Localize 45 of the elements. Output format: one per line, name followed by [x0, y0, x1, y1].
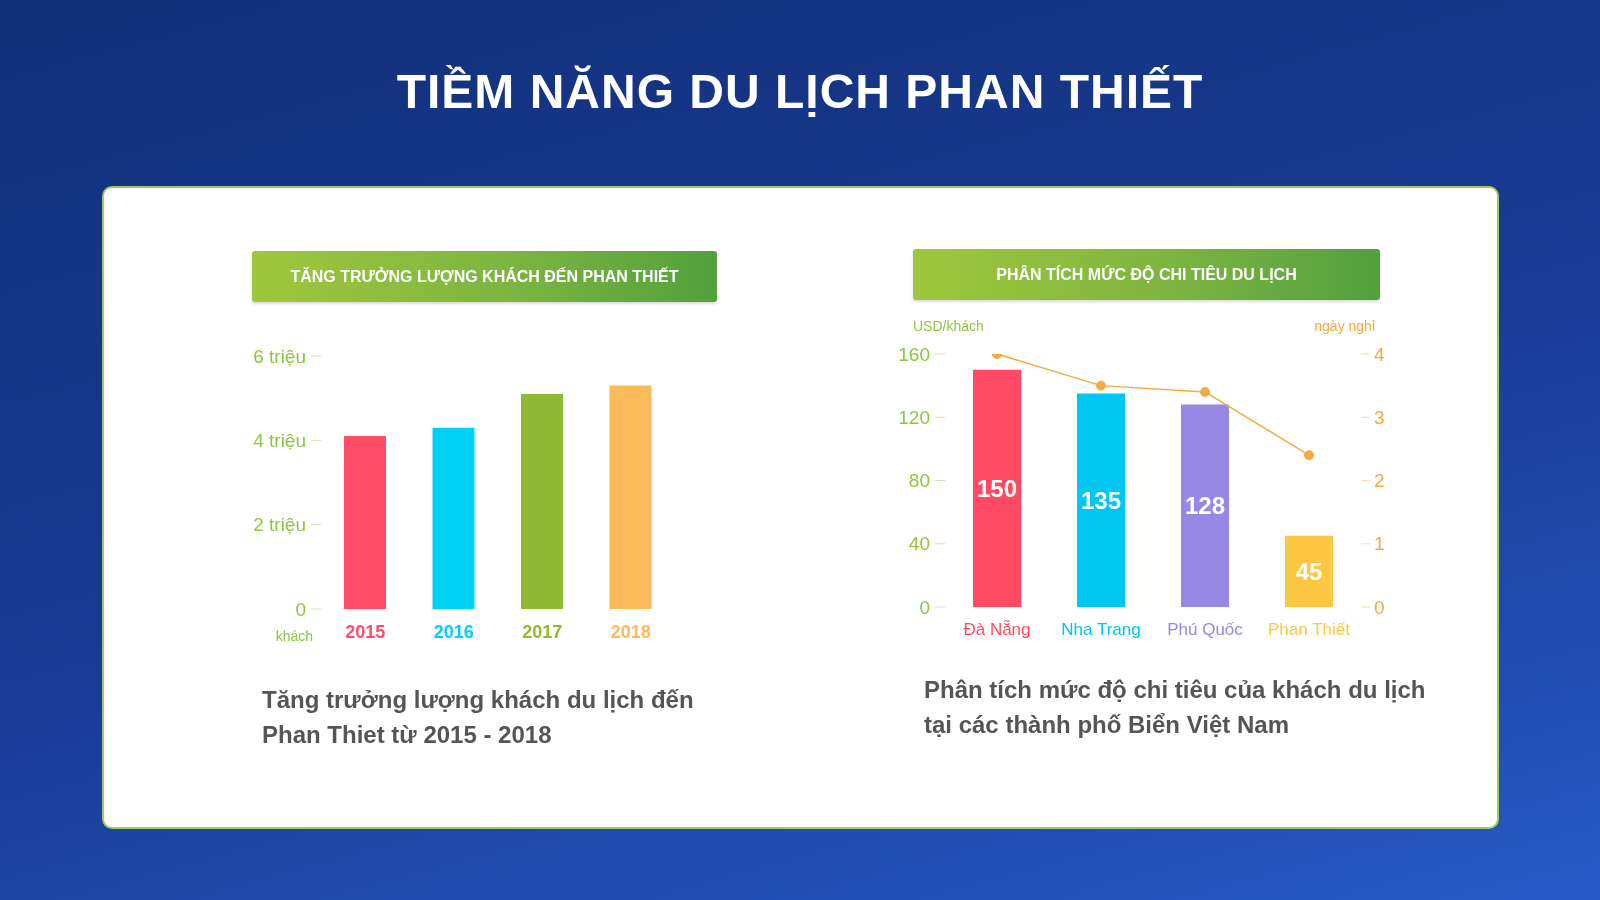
- point: [1304, 450, 1314, 461]
- chart-title: PHÂN TÍCH MỨC ĐỘ CHI TIÊU DU LỊCH: [996, 265, 1297, 284]
- x-tick-label: 2016: [433, 621, 474, 642]
- y-axis-title: khách: [274, 628, 313, 644]
- x-tick-label: 2015: [345, 621, 386, 642]
- bar: [1077, 393, 1125, 607]
- bar: [973, 369, 1021, 607]
- x-tick-label: Phan Thiết: [1268, 620, 1351, 640]
- text: Phân tích mức độ chi tiêu của khách du lịch tại các thành phố Biển Việt Nam: [924, 675, 1427, 740]
- data-label: 150: [976, 474, 1018, 502]
- bar: [1285, 535, 1333, 607]
- data-label: 45: [1295, 557, 1323, 585]
- y-axis-title: USD/khách: [913, 318, 985, 334]
- y2-tick-label: 1: [1374, 533, 1385, 555]
- x-tick-label: Nha Trang: [1061, 620, 1141, 640]
- bar: [1181, 404, 1229, 607]
- y-tick-label: 6 triệu: [253, 345, 306, 367]
- x-tick-label: 2017: [522, 621, 563, 642]
- y-tick-label: 80: [908, 470, 930, 492]
- y-tick-label: 160: [898, 343, 930, 365]
- bar: [609, 385, 652, 609]
- bar: [432, 427, 475, 609]
- y2-tick-label: 4: [1374, 343, 1385, 365]
- y-tick-label: 0: [919, 596, 930, 618]
- y-tick-label: 40: [908, 533, 930, 555]
- y2-tick-label: 2: [1374, 470, 1385, 492]
- bar: [521, 393, 563, 609]
- point: [1096, 380, 1106, 391]
- y2-axis-title: ngày nghỉ: [1313, 318, 1375, 334]
- y-tick-label: 4 triệu: [253, 430, 306, 452]
- y-tick-label: 120: [898, 406, 930, 428]
- text: Tăng trưởng lượng khách du lịch đến Phan Thiet từ 2015 - 2018: [262, 685, 695, 750]
- y-tick-label: 2 triệu: [253, 514, 306, 536]
- data-label: 135: [1080, 486, 1122, 514]
- y2-tick-label: 0: [1374, 596, 1385, 618]
- chart-title: TĂNG TRƯỞNG LƯỢNG KHÁCH ĐẾN PHAN THIẾT: [290, 267, 679, 286]
- data-label: 128: [1184, 492, 1226, 520]
- y2-tick-label: 3: [1374, 406, 1385, 428]
- x-tick-label: 2018: [610, 621, 651, 642]
- bar: [344, 436, 386, 609]
- x-tick-label: Đà Nẵng: [963, 620, 1031, 640]
- y-tick-label: 0: [295, 598, 306, 620]
- text: TIỀM NĂNG DU LỊCH PHAN THIẾT: [396, 64, 1204, 120]
- point: [1200, 386, 1210, 397]
- x-tick-label: Phú Quốc: [1167, 620, 1244, 640]
